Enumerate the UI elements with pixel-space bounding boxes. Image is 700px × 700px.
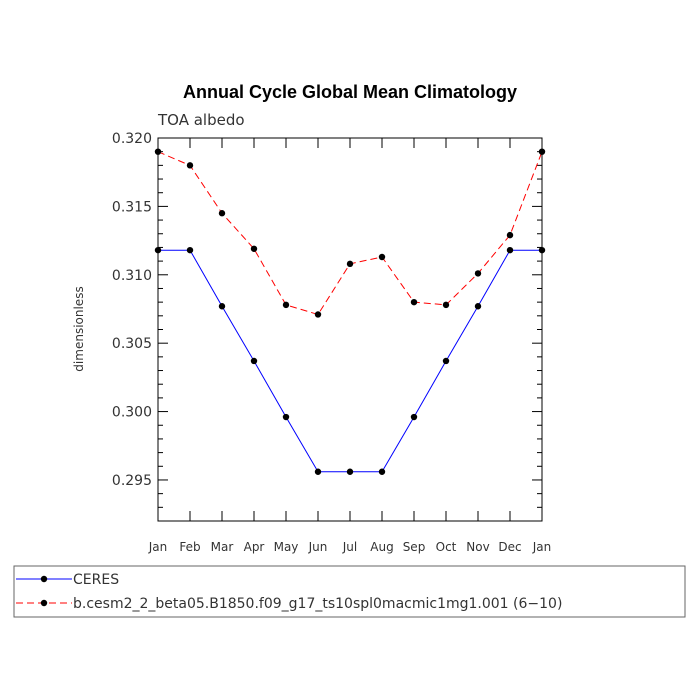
series-1-point: [410, 298, 418, 306]
series-1-point: [250, 245, 258, 252]
series-0-point: [378, 468, 386, 475]
series-1-point: [218, 210, 226, 217]
series-0-point: [186, 246, 194, 254]
series-1-point: [378, 253, 386, 261]
series-layer: [154, 148, 546, 475]
legend-entries: CERES b.cesm2_2_beta05.B1850.f09_g17_ts10…: [16, 572, 562, 612]
series-1-point: [506, 231, 514, 239]
series-0-point: [538, 246, 546, 254]
y-tick-label: 0.300: [112, 405, 152, 421]
series-0-point: [250, 357, 258, 365]
x-tick-label: Jul: [342, 540, 357, 554]
legend: CERES b.cesm2_2_beta05.B1850.f09_g17_ts10…: [13, 565, 686, 618]
series-1-point: [282, 301, 290, 309]
x-axis: Jan Feb Mar Apr May Jun Jul Aug Sep Oct Nov Dec Jan: [148, 138, 552, 554]
legend-marker-0: [40, 575, 48, 583]
x-tick-label: Jan: [148, 540, 168, 554]
series-0-point: [154, 246, 162, 254]
series-0-point: [474, 303, 482, 310]
x-tick-label: Dec: [498, 540, 521, 554]
series-1-point: [314, 311, 322, 318]
x-tick-label: Mar: [211, 540, 234, 554]
y-tick-label: 0.295: [112, 473, 152, 489]
series-0-point: [218, 303, 226, 310]
series-line-0: [158, 249, 542, 473]
y-axis-label: dimensionless: [72, 286, 86, 371]
x-tick-label: Sep: [403, 540, 426, 554]
chart-subtitle: TOA albedo: [157, 111, 245, 129]
series-1-point: [474, 270, 482, 277]
series-0-point: [346, 468, 354, 475]
series-0-point: [506, 246, 514, 254]
legend-box: [13, 565, 686, 618]
x-tick-label: May: [274, 540, 299, 554]
y-tick-label: 0.305: [112, 336, 152, 352]
x-tick-label: Feb: [179, 540, 200, 554]
series-1-point: [346, 260, 354, 268]
legend-label-1: b.cesm2_2_beta05.B1850.f09_g17_ts10spl0m…: [73, 596, 562, 612]
chart-title: Annual Cycle Global Mean Climatology: [183, 82, 517, 102]
series-1-point: [154, 148, 162, 155]
y-tick-label: 0.320: [112, 131, 152, 147]
x-tick-label: Oct: [436, 540, 457, 554]
x-tick-label: Jun: [308, 540, 328, 554]
x-tick-label: Jan: [532, 540, 552, 554]
series-1-point: [538, 148, 546, 155]
plot-frame: [157, 137, 543, 522]
y-axis: 0.295 0.300 0.305 0.310 0.315 0.320: [112, 131, 542, 522]
x-tick-label: Aug: [370, 540, 393, 554]
legend-marker-1: [40, 599, 48, 607]
y-tick-label: 0.315: [112, 199, 152, 215]
legend-label-0: CERES: [73, 572, 119, 588]
x-tick-label: Nov: [466, 540, 489, 554]
series-0-point: [282, 413, 290, 421]
series-0-point: [410, 413, 418, 421]
series-1-point: [186, 162, 194, 169]
series-0-point: [442, 357, 450, 365]
y-tick-label: 0.310: [112, 268, 152, 284]
x-tick-label: Apr: [244, 540, 265, 554]
series-1-point: [442, 301, 450, 309]
series-0-point: [314, 468, 322, 475]
series-line-1: [157, 151, 543, 316]
